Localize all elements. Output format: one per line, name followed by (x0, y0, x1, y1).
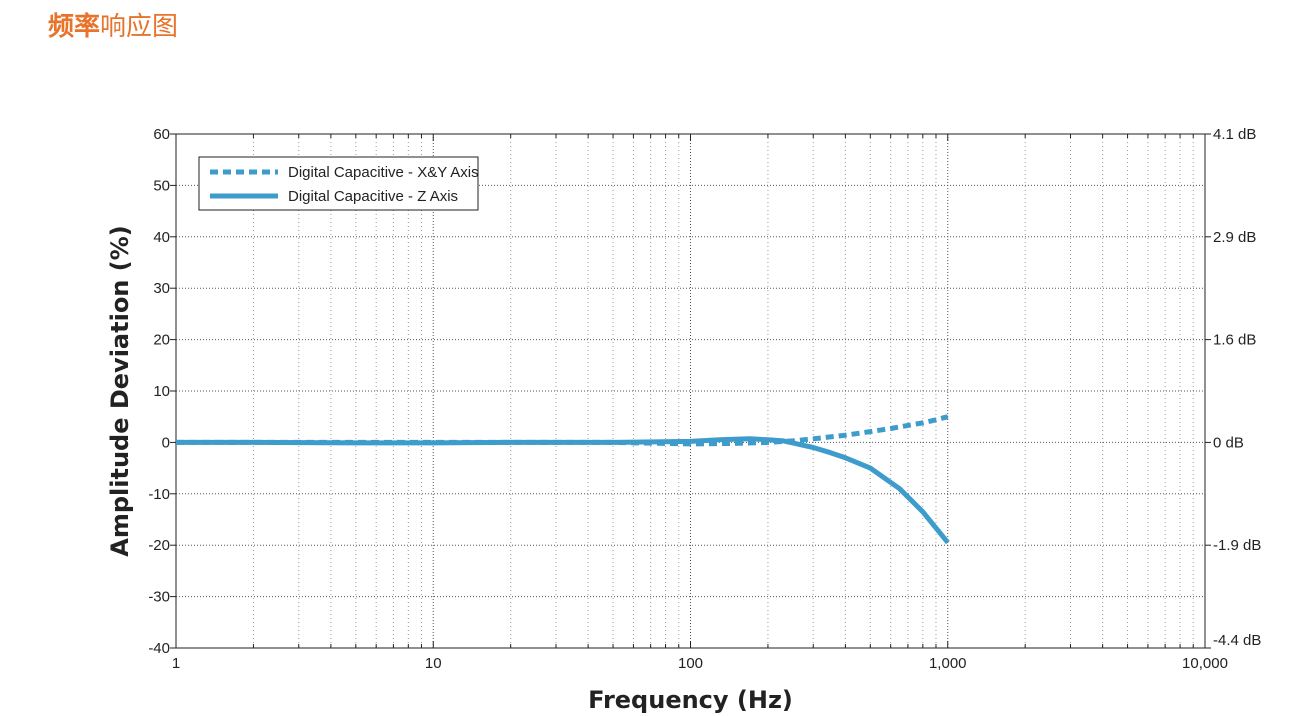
y2-tick-label: 4.1 dB (1213, 126, 1256, 143)
y2-tick-label: -4.4 dB (1213, 632, 1261, 649)
y2-tick-label: 1.6 dB (1213, 332, 1256, 349)
plot-frame (175, 133, 1206, 649)
x-axis-title: Frequency (Hz) (588, 686, 793, 714)
y2-tick-label: 0 dB (1213, 434, 1244, 451)
y-tick-label: 20 (153, 332, 170, 349)
y-tick-label: 40 (153, 229, 170, 246)
y-tick-label: -40 (148, 640, 170, 657)
x-tick-label: 10 (425, 655, 442, 672)
legend-label: Digital Capacitive - X&Y Axis (288, 164, 479, 181)
x-tick-label: 1 (172, 655, 180, 672)
x-tick-label: 100 (678, 655, 703, 672)
grid-layer (176, 134, 1205, 648)
legend: Digital Capacitive - X&Y Axis Digital Cap… (198, 156, 479, 211)
x-tick-label: 10,000 (1182, 655, 1228, 672)
legend-label: Digital Capacitive - Z Axis (288, 188, 458, 205)
y-tick-label: 0 (162, 434, 170, 451)
y-tick-label: -20 (148, 537, 170, 554)
y2-tick-label: 2.9 dB (1213, 229, 1256, 246)
legend-box (198, 156, 479, 211)
y-axis-title: Amplitude Deviation (%) (106, 225, 134, 556)
page-title-strong: 频率 (48, 12, 101, 42)
series-line-z-axis (176, 436, 950, 545)
y-tick-label: 30 (153, 280, 170, 297)
page-title: 频率响应图 (48, 6, 178, 43)
x-tick-label: 1,000 (929, 655, 967, 672)
series-layer (176, 414, 950, 545)
page-title-rest: 响应图 (100, 12, 179, 42)
y-tick-label: 50 (153, 177, 170, 194)
y2-tick-label: -1.9 dB (1213, 537, 1261, 554)
y-tick-label: -10 (148, 486, 170, 503)
y-tick-label: 60 (153, 126, 170, 143)
y-tick-label: 10 (153, 383, 170, 400)
series-line-xy-axis (176, 414, 949, 447)
y-tick-label: -30 (148, 589, 170, 606)
